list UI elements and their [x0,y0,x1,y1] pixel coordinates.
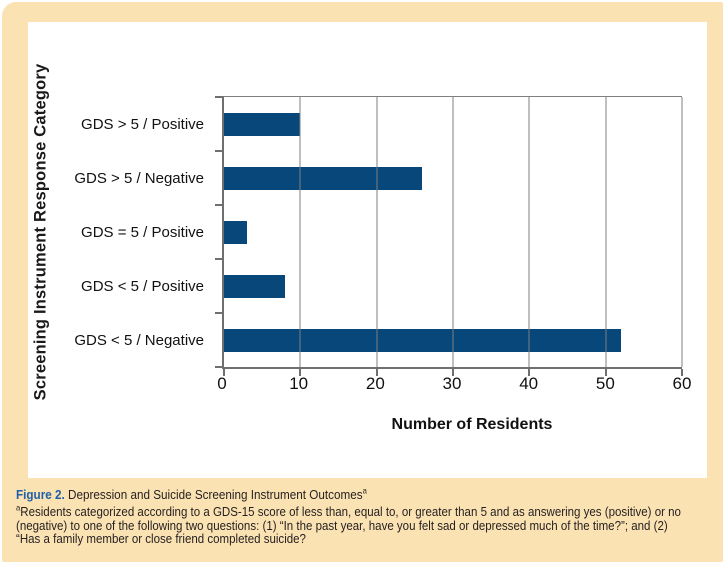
category-label: GDS > 5 / Negative [74,169,204,187]
footnote-line: (negative) to one of the following two q… [16,517,668,533]
x-tick-label: 20 [365,374,385,393]
figure-title-superscript: a [362,485,367,496]
x-tick-label: 60 [672,374,692,393]
y-tick-mark [215,204,222,206]
footnote-line: aResidents categorized according to a GD… [16,502,681,519]
category-label: GDS < 5 / Negative [74,331,204,349]
y-tick-mark [215,258,222,260]
gridline [605,97,607,367]
bar [224,112,301,136]
x-tick-label: 10 [289,374,309,393]
bar [224,274,286,298]
category-label: GDS < 5 / Positive [81,277,204,295]
bar-row [224,313,682,367]
y-tick-mark [215,150,222,152]
bar [224,220,247,244]
x-tick-mark [681,369,683,376]
y-tick-mark [215,96,222,98]
bar-row [224,205,682,259]
y-tick-mark [215,312,222,314]
figure-caption: Figure 2. Depression and Suicide Screeni… [16,485,723,547]
x-tick-mark [299,369,302,376]
x-tick-mark [375,369,378,376]
x-tick-label: 50 [595,374,615,393]
footnote-superscript: a [16,502,21,513]
category-label: GDS > 5 / Positive [81,115,204,133]
bar [224,166,423,190]
bar-row [224,97,682,151]
chart-panel: Screening Instrument Response Category G… [28,22,707,478]
gridline [452,97,454,367]
gridline [681,97,683,367]
x-tick-label: 40 [519,374,539,393]
x-tick-mark [452,369,454,376]
x-tick-mark [604,369,607,376]
y-tick-mark [215,366,222,368]
gridline [299,97,301,367]
x-tick-mark [223,369,225,376]
gridline [528,97,530,367]
bar-rows [224,97,682,367]
caption-line: Figure 2. Depression and Suicide Screeni… [16,485,723,502]
x-axis-tick-labels: 0 10 20 30 40 50 60 [217,374,691,396]
figure-title: Depression and Suicide Screening Instrum… [64,487,363,502]
x-tick-mark [528,369,531,376]
bar [224,328,621,352]
bar-row [224,151,682,205]
footnote-line: “Has a family member or close friend com… [16,531,306,547]
x-tick-label: 30 [442,374,462,393]
category-label: GDS = 5 / Positive [81,223,204,241]
gridline [376,97,378,367]
figure-label: Figure 2. [16,487,65,502]
figure-footnote: aResidents categorized according to a GD… [16,502,723,547]
bar-row [224,259,682,313]
x-tick-label: 0 [217,374,227,393]
plot-area [215,96,683,376]
category-labels: GDS > 5 / Positive GDS > 5 / Negative GDS … [28,97,213,367]
x-axis-title: Number of Residents [391,416,553,433]
